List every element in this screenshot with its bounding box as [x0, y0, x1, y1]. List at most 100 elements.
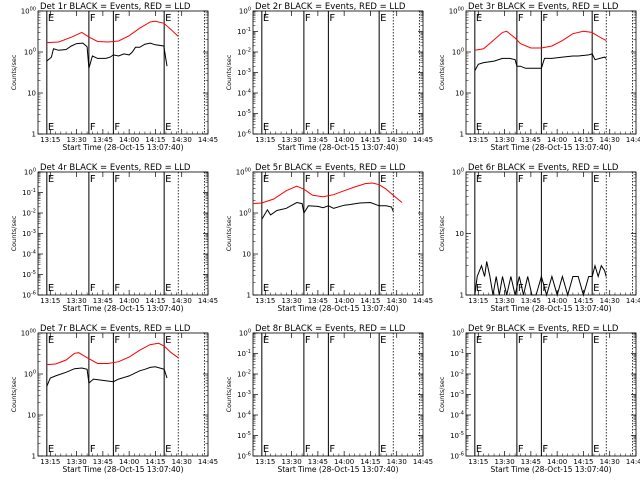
x-tick-label: 13:45	[93, 458, 113, 466]
y-tick-label: 10-3	[22, 229, 36, 238]
event-marker-upper: E	[263, 174, 269, 185]
event-marker-upper: E	[593, 13, 599, 24]
event-marker-lower: F	[305, 122, 311, 133]
x-axis-label: Start Time (28-Oct-15 13:07:40)	[277, 143, 398, 152]
x-tick-label: 14:00	[119, 458, 139, 466]
event-marker-upper: E	[476, 335, 482, 346]
event-marker-upper: E	[48, 174, 54, 185]
y-axis-label: Counts/sec	[10, 376, 18, 412]
detector-panel-3: Det 3r BLACK = Events, RED = LLD 1 10 100 10…	[438, 2, 640, 152]
plot-frame	[37, 171, 209, 296]
y-axis-label: Counts/sec	[225, 215, 233, 251]
x-tick-label: 14:45	[198, 136, 218, 144]
x-tick-label: 14:00	[119, 136, 139, 144]
event-marker-lower: F	[518, 444, 524, 455]
y-tick-label: 10-3	[450, 390, 464, 399]
x-axis-label: Start Time (28-Oct-15 13:07:40)	[490, 465, 611, 474]
event-marker-lower: E	[165, 283, 171, 294]
y-tick-label: 10-6	[237, 452, 251, 461]
event-marker-lower: E	[165, 122, 171, 133]
series-black	[261, 201, 394, 220]
y-tick-label: 1	[460, 292, 464, 300]
x-tick-label: 13:15	[40, 297, 60, 305]
y-tick-label: 10	[27, 412, 36, 420]
detector-panel-4: Det 4r BLACK = Events, RED = LLD 10-6 10-5…	[10, 163, 218, 313]
y-tick-label: 1000	[449, 7, 464, 16]
panel-title: Det 3r BLACK = Events, RED = LLD	[468, 2, 619, 12]
y-tick-label: 10-1	[22, 188, 36, 197]
event-marker-lower: F	[114, 122, 120, 133]
x-tick-label: 13:30	[66, 297, 86, 305]
x-tick-label: 14:00	[547, 297, 567, 305]
event-marker-lower: E	[593, 444, 599, 455]
y-tick-label: 10-5	[237, 109, 251, 118]
panel-title: Det 1r BLACK = Events, RED = LLD	[40, 2, 191, 12]
y-tick-label: 1	[460, 131, 464, 139]
event-marker-lower: E	[263, 444, 269, 455]
y-tick-label: 10-4	[237, 411, 251, 420]
x-tick-label: 13:45	[521, 297, 541, 305]
y-tick-label: 10-1	[237, 349, 251, 358]
x-tick-label: 14:45	[626, 458, 640, 466]
x-tick-label: 13:15	[468, 458, 488, 466]
event-marker-upper: F	[305, 335, 311, 346]
event-marker-lower: E	[593, 122, 599, 133]
event-marker-upper: E	[48, 13, 54, 24]
event-marker-upper: E	[263, 13, 269, 24]
event-marker-lower: E	[476, 444, 482, 455]
detector-panel-5: Det 5r BLACK = Events, RED = LLD 1 10 100 10…	[225, 163, 433, 313]
plot-frame	[37, 10, 209, 135]
x-tick-label: 13:45	[93, 297, 113, 305]
y-tick-label: 100	[452, 329, 464, 338]
event-marker-lower: E	[380, 283, 386, 294]
y-tick-label: 10	[242, 251, 251, 259]
x-tick-label: 14:30	[600, 458, 620, 466]
event-marker-upper: E	[165, 13, 171, 24]
event-marker-lower: E	[476, 122, 482, 133]
y-tick-label: 10-1	[237, 27, 251, 36]
detector-panel-7: Det 7r BLACK = Events, RED = LLD 1 10 100 10…	[10, 324, 218, 474]
x-tick-label: 13:15	[40, 458, 60, 466]
x-tick-label: 14:15	[573, 458, 593, 466]
detector-panel-8: Det 8r BLACK = Events, RED = LLD 10-6 10-5…	[225, 324, 433, 474]
x-tick-label: 13:45	[93, 136, 113, 144]
y-tick-label: 10-2	[22, 209, 36, 218]
y-tick-label: 100	[239, 209, 251, 218]
x-tick-label: 13:30	[494, 458, 514, 466]
event-marker-upper: E	[165, 335, 171, 346]
event-marker-lower: F	[329, 283, 335, 294]
x-tick-label: 14:45	[413, 297, 433, 305]
y-tick-label: 10	[27, 90, 36, 98]
event-marker-upper: E	[380, 174, 386, 185]
y-tick-label: 10-2	[237, 370, 251, 379]
x-tick-label: 13:45	[308, 136, 328, 144]
x-tick-label: 13:45	[521, 458, 541, 466]
y-axis-label: Counts/sec	[438, 376, 446, 412]
x-tick-label: 13:30	[494, 297, 514, 305]
x-tick-label: 14:30	[600, 297, 620, 305]
x-tick-label: 14:15	[145, 136, 165, 144]
x-tick-label: 14:30	[387, 136, 407, 144]
x-axis-label: Start Time (28-Oct-15 13:07:40)	[277, 304, 398, 313]
detector-panel-9: Det 9r BLACK = Events, RED = LLD 10-6 10-5…	[438, 324, 640, 474]
event-marker-lower: E	[593, 283, 599, 294]
event-marker-upper: F	[542, 335, 548, 346]
y-axis-label: Counts/sec	[225, 376, 233, 412]
y-tick-label: 1000	[21, 329, 36, 338]
event-marker-lower: F	[114, 283, 120, 294]
y-tick-label: 10-6	[237, 130, 251, 139]
event-marker-upper: F	[305, 13, 311, 24]
series-red	[46, 20, 179, 44]
y-tick-label: 10-6	[22, 291, 36, 300]
x-tick-label: 14:30	[172, 136, 192, 144]
y-tick-label: 10-4	[22, 250, 36, 259]
series-red	[252, 182, 403, 205]
y-tick-label: 10-6	[450, 452, 464, 461]
event-marker-upper: F	[90, 13, 96, 24]
x-tick-label: 13:30	[281, 136, 301, 144]
y-tick-label: 10	[455, 230, 464, 238]
event-marker-lower: E	[380, 122, 386, 133]
x-tick-label: 14:00	[119, 297, 139, 305]
y-tick-label: 100	[452, 48, 464, 57]
y-tick-label: 100	[239, 329, 251, 338]
